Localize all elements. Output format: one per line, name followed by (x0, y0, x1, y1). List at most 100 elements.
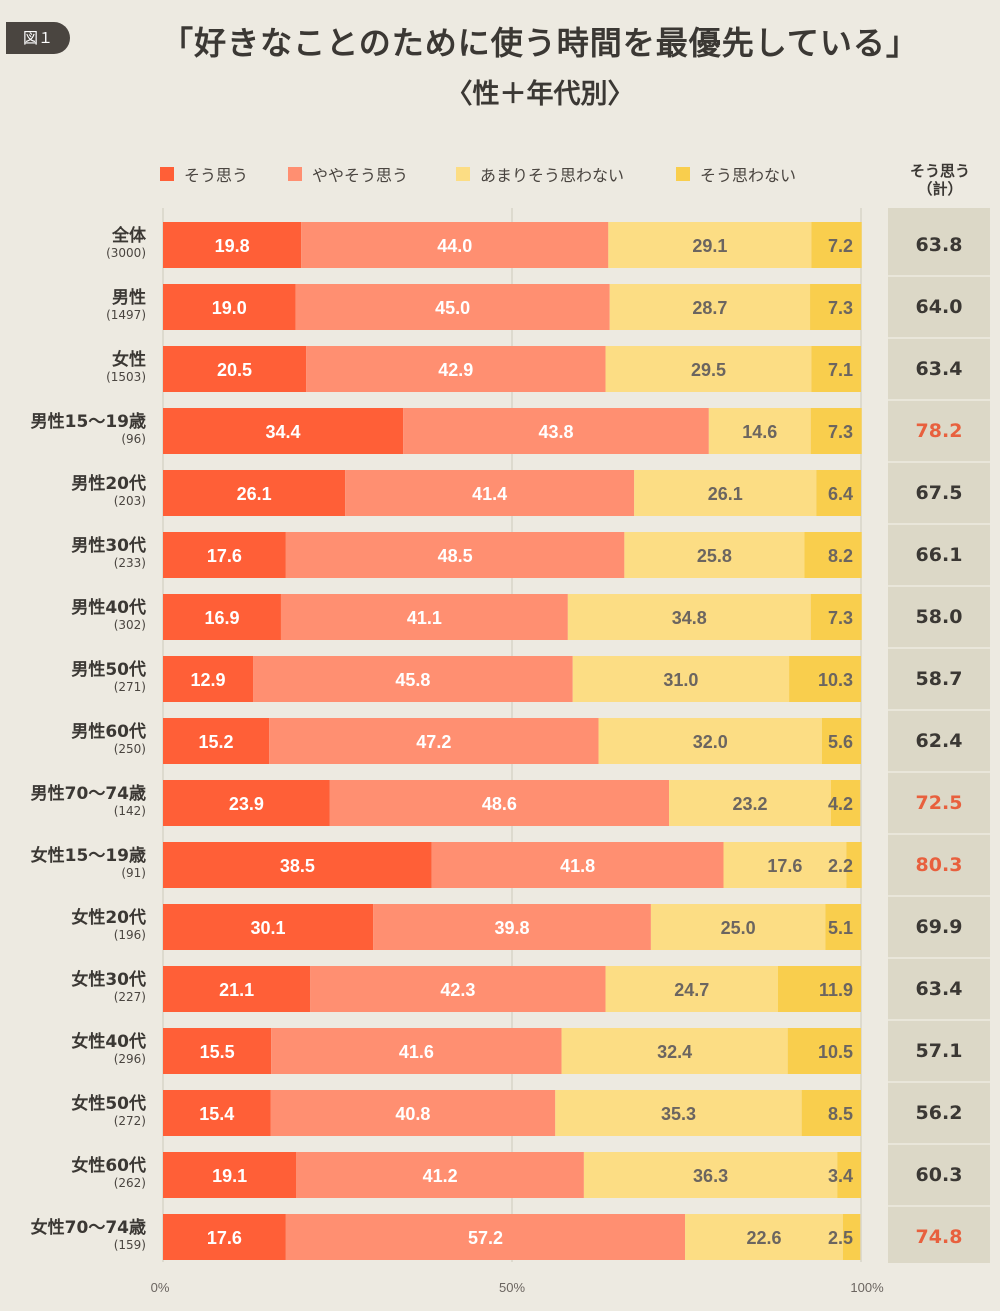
bar-segment (811, 222, 862, 268)
bar-value-label: 43.8 (538, 422, 573, 442)
bar-value-label: 2.5 (828, 1228, 853, 1248)
bar-segment (598, 718, 822, 764)
bar-segment (787, 1028, 861, 1074)
total-value: 57.1 (915, 1040, 963, 1062)
row-label-group: 男性15〜19歳 (30, 412, 146, 432)
bar-segment (634, 470, 817, 516)
bar-value-label: 17.6 (767, 856, 802, 876)
legend-label: そう思う (184, 166, 249, 185)
bar-value-label: 7.1 (828, 360, 853, 380)
bar-segment (345, 470, 635, 516)
row-label-group: 全体 (112, 226, 146, 246)
bar-segment (373, 904, 651, 950)
total-column-title: そう思う (909, 162, 970, 180)
bar-value-label: 28.7 (692, 298, 727, 318)
total-value: 63.4 (915, 978, 963, 1000)
row-label: 女性15〜19歳 (91) (0, 846, 146, 880)
bar-segment (163, 346, 307, 392)
bar-value-label: 11.9 (819, 980, 853, 1000)
bar-value-label: 41.8 (560, 856, 595, 876)
row-label-sample-size: (272) (113, 1114, 146, 1128)
bar-segment (431, 842, 724, 888)
bar-segment (825, 904, 861, 950)
bar-segment (605, 346, 812, 392)
row-label: 男性40代 (302) (0, 598, 146, 632)
row-label-sample-size: (233) (113, 556, 146, 570)
bar-value-label: 29.1 (692, 236, 727, 256)
x-tick-label: 0% (151, 1280, 170, 1295)
bar-value-label: 24.7 (674, 980, 709, 1000)
bar-segment (572, 656, 790, 702)
bar-segment (583, 1152, 838, 1198)
bar-segment (846, 842, 862, 888)
bar-value-label: 7.3 (828, 422, 853, 442)
row-label-sample-size: (1497) (106, 308, 146, 322)
bar-value-label: 17.6 (207, 546, 242, 566)
bar-segment (163, 656, 254, 702)
row-label: 男性15〜19歳 (96) (0, 412, 146, 446)
row-label-group: 男性30代 (71, 536, 146, 556)
row-label-sample-size: (142) (113, 804, 146, 818)
bar-value-label: 19.1 (212, 1166, 247, 1186)
bar-value-label: 22.6 (746, 1228, 781, 1248)
bar-value-label: 48.5 (438, 546, 473, 566)
bar-value-label: 8.2 (828, 546, 853, 566)
bar-segment (285, 1214, 686, 1260)
bar-segment (669, 780, 831, 826)
bar-value-label: 41.6 (399, 1042, 434, 1062)
bar-segment (306, 346, 606, 392)
bar-value-label: 23.2 (732, 794, 767, 814)
bar-value-label: 20.5 (217, 360, 252, 380)
chart-subtitle: 〈性＋年代別〉 (445, 79, 635, 110)
total-value: 80.3 (915, 854, 963, 876)
row-label-sample-size: (196) (113, 928, 146, 942)
row-label: 男性50代 (271) (0, 660, 146, 694)
row-label-sample-size: (3000) (106, 246, 146, 260)
legend-label: そう思わない (700, 166, 797, 185)
bar-value-label: 16.9 (204, 608, 239, 628)
bar-value-label: 57.2 (468, 1228, 503, 1248)
bar-segment (329, 780, 670, 826)
bar-value-label: 21.1 (219, 980, 254, 1000)
bar-value-label: 40.8 (395, 1104, 430, 1124)
bar-value-label: 7.3 (828, 298, 853, 318)
legend-swatch (676, 167, 690, 181)
bar-segment (811, 346, 861, 392)
bar-segment (253, 656, 573, 702)
bar-segment (804, 532, 862, 578)
legend-swatch (456, 167, 470, 181)
legend-item: ややそう思う (288, 162, 408, 186)
bar-value-label: 17.6 (207, 1228, 242, 1248)
row-label-group: 女性15〜19歳 (30, 846, 146, 866)
bar-segment (163, 1214, 286, 1260)
bar-value-label: 30.1 (251, 918, 286, 938)
legend-swatch (160, 167, 174, 181)
bar-value-label: 7.2 (828, 236, 853, 256)
bar-value-label: 15.2 (199, 732, 234, 752)
bar-value-label: 26.1 (237, 484, 272, 504)
legend-swatch (288, 167, 302, 181)
bar-segment (605, 966, 778, 1012)
bar-segment (163, 1090, 271, 1136)
bar-value-label: 45.0 (435, 298, 470, 318)
row-label: 男性30代 (233) (0, 536, 146, 570)
bar-value-label: 31.0 (663, 670, 698, 690)
bar-value-label: 6.4 (828, 484, 853, 504)
chart-title: 「好きなことのために使う時間を最優先している」 (161, 24, 919, 62)
bar-value-label: 29.5 (691, 360, 726, 380)
bar-segment (685, 1214, 843, 1260)
bar-segment (163, 222, 302, 268)
row-label: 男性70〜74歳 (142) (0, 784, 146, 818)
bar-segment (810, 594, 862, 640)
bar-value-label: 41.4 (472, 484, 507, 504)
total-value: 58.0 (915, 606, 963, 628)
bar-segment (567, 594, 811, 640)
total-value: 60.3 (915, 1164, 963, 1186)
total-value: 58.7 (915, 668, 963, 690)
bar-segment (837, 1152, 861, 1198)
bar-segment (163, 904, 374, 950)
legend-label: ややそう思う (312, 166, 409, 185)
bar-segment (280, 594, 568, 640)
bar-value-label: 42.9 (438, 360, 473, 380)
bar-value-label: 47.2 (416, 732, 451, 752)
